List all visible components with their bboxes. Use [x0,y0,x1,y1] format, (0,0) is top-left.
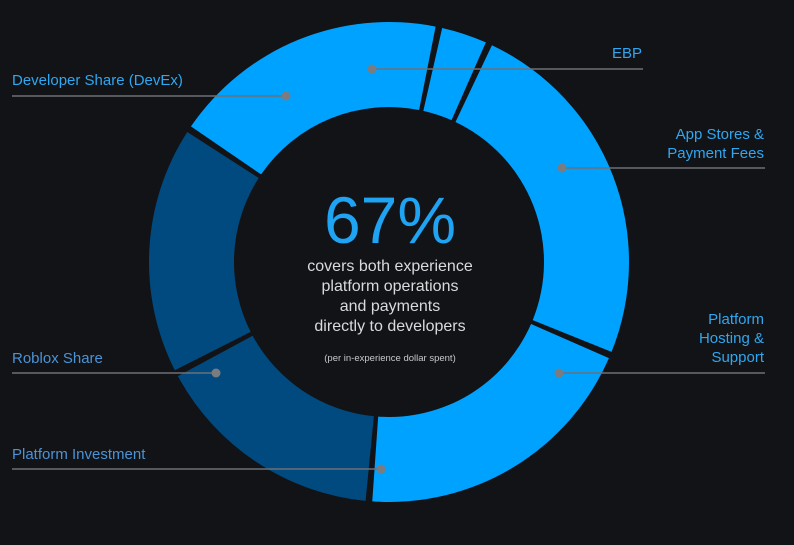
label-hosting-line-2: Hosting & [698,330,764,347]
donut-segments [149,22,629,502]
center-line-2: platform operations [321,278,459,295]
label-app-stores: App Stores & Payment Fees [667,125,764,163]
label-ebp: EBP [611,45,642,62]
donut-segment-ebp [423,27,486,121]
label-platform-hosting: Platform Hosting & Support [699,310,764,367]
leader-dot-devex [281,91,291,101]
leader-dot-roblox-share [211,368,221,378]
label-app-stores-line-2: Payment Fees [667,145,764,162]
leader-dot-ebp [367,64,377,74]
donut-segment-roblox-share [149,131,259,371]
label-hosting-line-3: Support [711,349,764,366]
leader-lines [12,64,765,474]
donut-segment-platform-hosting-support [372,324,609,502]
center-line-3: and payments [339,298,441,315]
center-line-4: directly to developers [314,318,466,335]
leader-dot-platform-investment [376,464,386,474]
label-platform-investment: Platform Investment [12,446,146,463]
center-line-1: covers both experience [307,258,473,275]
label-app-stores-line-1: App Stores & [675,126,764,143]
donut-segment-developer-share-devex [190,22,436,175]
label-hosting-line-1: Platform [708,311,764,328]
donut-segment-platform-investment [177,335,374,501]
donut-segment-app-stores-payment-fees [455,45,629,352]
label-devex: Developer Share (DevEx) [12,72,183,89]
leader-dot-platform-hosting [554,368,564,378]
center-text: 67% covers both experience platform oper… [252,185,528,364]
leader-dot-app-stores [557,163,567,173]
label-roblox-share: Roblox Share [12,350,103,367]
center-percentage: 67% [323,183,457,257]
center-note: (per in-experience dollar spent) [324,353,456,364]
